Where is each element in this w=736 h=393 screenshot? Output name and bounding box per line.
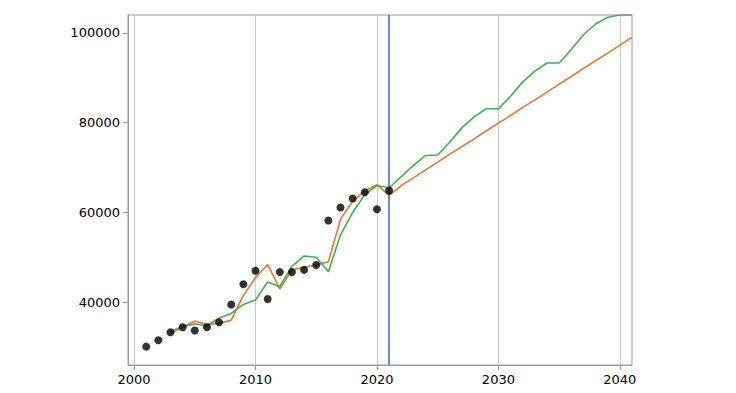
svg-text:100000: 100000 [70,25,120,40]
svg-text:60000: 60000 [79,205,120,220]
svg-text:2010: 2010 [239,372,272,387]
svg-text:80000: 80000 [79,115,120,130]
svg-text:2040: 2040 [603,372,636,387]
svg-text:2020: 2020 [360,372,393,387]
svg-text:40000: 40000 [79,295,120,310]
svg-text:2030: 2030 [482,372,515,387]
svg-text:2000: 2000 [118,372,151,387]
